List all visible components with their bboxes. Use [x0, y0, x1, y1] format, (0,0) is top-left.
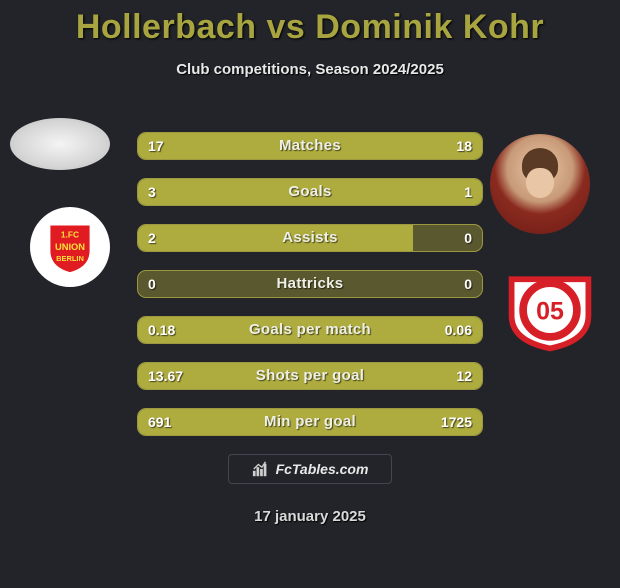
stat-label: Matches: [138, 133, 482, 159]
svg-text:BERLIN: BERLIN: [56, 254, 84, 263]
stat-row: 0.18Goals per match0.06: [137, 316, 483, 344]
stat-value-right: 0: [464, 225, 472, 251]
svg-text:UNION: UNION: [55, 242, 85, 252]
stat-row: 13.67Shots per goal12: [137, 362, 483, 390]
stat-value-right: 0.06: [445, 317, 472, 343]
stat-row: 3Goals1: [137, 178, 483, 206]
stat-row: 17Matches18: [137, 132, 483, 160]
stat-row: 0Hattricks0: [137, 270, 483, 298]
mainz-05-icon: 05: [502, 268, 598, 352]
stat-row: 2Assists0: [137, 224, 483, 252]
brand-box[interactable]: FcTables.com: [228, 454, 392, 484]
player-left-avatar: [10, 118, 110, 170]
stat-label: Min per goal: [138, 409, 482, 435]
page-title: Hollerbach vs Dominik Kohr: [0, 8, 620, 47]
stat-value-right: 1725: [441, 409, 472, 435]
stat-value-right: 18: [456, 133, 472, 159]
union-berlin-icon: 1.FC UNION BERLIN: [42, 219, 98, 275]
svg-text:1.FC: 1.FC: [61, 230, 79, 240]
stats-container: 17Matches183Goals12Assists00Hattricks00.…: [137, 132, 483, 454]
stat-label: Shots per goal: [138, 363, 482, 389]
svg-text:05: 05: [536, 298, 564, 326]
chart-icon: [252, 460, 270, 478]
stat-row: 691Min per goal1725: [137, 408, 483, 436]
page-subtitle: Club competitions, Season 2024/2025: [0, 61, 620, 78]
player-right-avatar: [490, 134, 590, 234]
brand-text: FcTables.com: [276, 461, 369, 477]
stat-label: Goals per match: [138, 317, 482, 343]
stat-value-right: 0: [464, 271, 472, 297]
stat-label: Goals: [138, 179, 482, 205]
stat-label: Hattricks: [138, 271, 482, 297]
stat-value-right: 1: [464, 179, 472, 205]
club-right-badge: 05: [500, 268, 600, 352]
date-text: 17 january 2025: [0, 508, 620, 525]
club-left-badge: 1.FC UNION BERLIN: [30, 207, 110, 287]
stat-value-right: 12: [456, 363, 472, 389]
stat-label: Assists: [138, 225, 482, 251]
